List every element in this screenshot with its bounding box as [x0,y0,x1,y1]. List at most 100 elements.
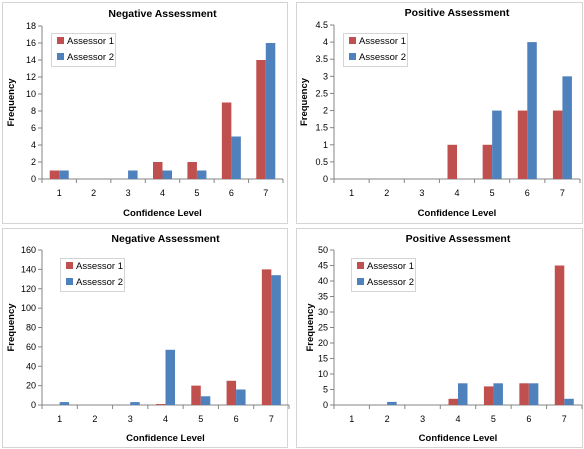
y-tick-label: 50 [318,245,328,255]
y-axis-label: Frequency [6,303,17,352]
legend-swatch-assessor-1 [66,262,73,269]
legend-label-assessor-1: Assessor 1 [76,261,123,272]
x-tick-label: 5 [491,414,496,424]
bar-assessor-2-level-1 [59,170,69,179]
bar-assessor-2-level-4 [458,383,468,405]
y-tick-label: 25 [318,323,328,333]
chart-panel-2: Positive Assessment 0 0.5 1 1.5 2 2.5 3 3.5 4 4.5 1… [296,2,583,224]
bar-assessor-1-level-4 [153,162,163,179]
legend-label-assessor-2: Assessor 2 [367,277,414,288]
y-tick-label: 4 [31,140,36,150]
chart-title: Negative Assessment [108,8,217,20]
y-tick-label: 20 [318,338,328,348]
y-tick-label: 16 [26,38,36,48]
legend-swatch-assessor-1 [357,262,364,269]
x-tick-label: 7 [263,188,268,198]
bar-assessor-2-level-1 [59,402,70,405]
bar-assessor-2-level-3 [130,402,140,405]
y-tick-label: 3 [323,71,328,81]
legend-swatch-assessor-2 [357,278,364,285]
y-tick-label: 2 [323,106,328,116]
legend-label-assessor-2: Assessor 2 [76,277,123,288]
x-tick-label: 7 [560,188,565,198]
bar-assessor-1-level-4 [156,404,166,405]
y-tick-label: 35 [318,292,328,302]
y-tick-label: 5 [323,385,328,395]
bar-assessor-1-level-5 [483,386,494,405]
y-tick-label: 6 [31,123,36,133]
x-tick-label: 1 [57,414,62,424]
bar-assessor-1-level-5 [187,162,197,179]
x-tick-label: 3 [419,188,424,198]
legend-swatch-assessor-2 [349,53,356,60]
legend: Assessor 1 Assessor 2 [51,33,116,67]
bar-assessor-2-level-6 [236,389,246,405]
y-tick-label: 45 [318,261,328,271]
bar-assessor-2-level-4 [165,349,175,405]
chart-title: Positive Assessment [405,7,510,19]
y-tick-label: 20 [26,381,36,391]
bar-assessor-1-level-5 [191,385,201,405]
x-tick-label: 5 [198,414,203,424]
x-tick-label: 5 [194,188,199,198]
y-tick-label: 4.5 [315,20,328,30]
x-tick-label: 2 [91,188,96,198]
y-tick-label: 4 [323,37,328,47]
x-tick-label: 4 [160,188,165,198]
y-tick-label: 10 [318,369,328,379]
x-tick-label: 3 [420,414,425,424]
legend: Assessor 1 Assessor 2 [60,258,125,292]
bar-assessor-2-level-7 [564,398,574,405]
x-tick-label: 6 [525,188,530,198]
bar-assessor-2-level-4 [162,170,172,179]
y-axis-label: Frequency [305,303,316,352]
bar-assessor-1-level-1 [49,170,60,179]
x-tick-label: 1 [349,414,354,424]
bar-assessor-2-level-6 [231,136,241,179]
bar-assessor-1-level-7 [552,110,563,179]
chart-frame [296,228,583,448]
bar-assessor-2-level-5 [492,110,502,179]
y-tick-label: 10 [26,89,36,99]
bar-assessor-2-level-7 [265,43,276,179]
y-tick-label: 1.5 [315,123,328,133]
bar-assessor-1-level-7 [256,60,266,179]
bar-assessor-1-level-6 [517,110,528,179]
chart-panel-3: Negative Assessment 0 20 40 60 80 100 120 140 160… [2,228,290,448]
y-tick-label: 100 [21,303,36,313]
x-tick-label: 6 [234,414,239,424]
legend-label-assessor-1: Assessor 1 [359,36,406,47]
bar-assessor-1-level-7 [554,265,565,405]
y-tick-label: 30 [318,307,328,317]
chart-frame [2,2,288,224]
x-tick-label: 5 [490,188,495,198]
x-axis-label: Confidence Level [126,433,205,444]
y-tick-label: 0 [31,400,36,410]
y-tick-label: 0.5 [315,157,328,167]
y-tick-label: 40 [26,361,36,371]
bar-assessor-2-level-3 [128,170,138,179]
legend-label-assessor-2: Assessor 2 [67,52,114,63]
x-tick-label: 3 [128,414,133,424]
legend-swatch-assessor-2 [57,53,64,60]
y-tick-label: 40 [318,276,328,286]
x-tick-label: 4 [163,414,168,424]
legend-swatch-assessor-2 [66,278,73,285]
y-axis-label: Frequency [6,78,17,127]
y-tick-label: 14 [26,55,36,65]
bar-assessor-2-level-7 [271,275,281,405]
y-tick-label: 160 [21,245,36,255]
bar-assessor-1-level-7 [261,269,272,405]
legend-swatch-assessor-1 [57,37,64,44]
y-tick-label: 80 [26,323,36,333]
y-tick-label: 1 [323,140,328,150]
legend: Assessor 1 Assessor 2 [343,33,408,67]
bar-assessor-1-level-5 [482,144,493,179]
x-axis-label: Confidence Level [419,433,498,444]
x-tick-label: 4 [454,188,459,198]
y-tick-label: 18 [26,21,36,31]
x-tick-label: 1 [57,188,62,198]
legend-swatch-assessor-1 [349,37,356,44]
bar-assessor-2-level-6 [527,42,537,179]
